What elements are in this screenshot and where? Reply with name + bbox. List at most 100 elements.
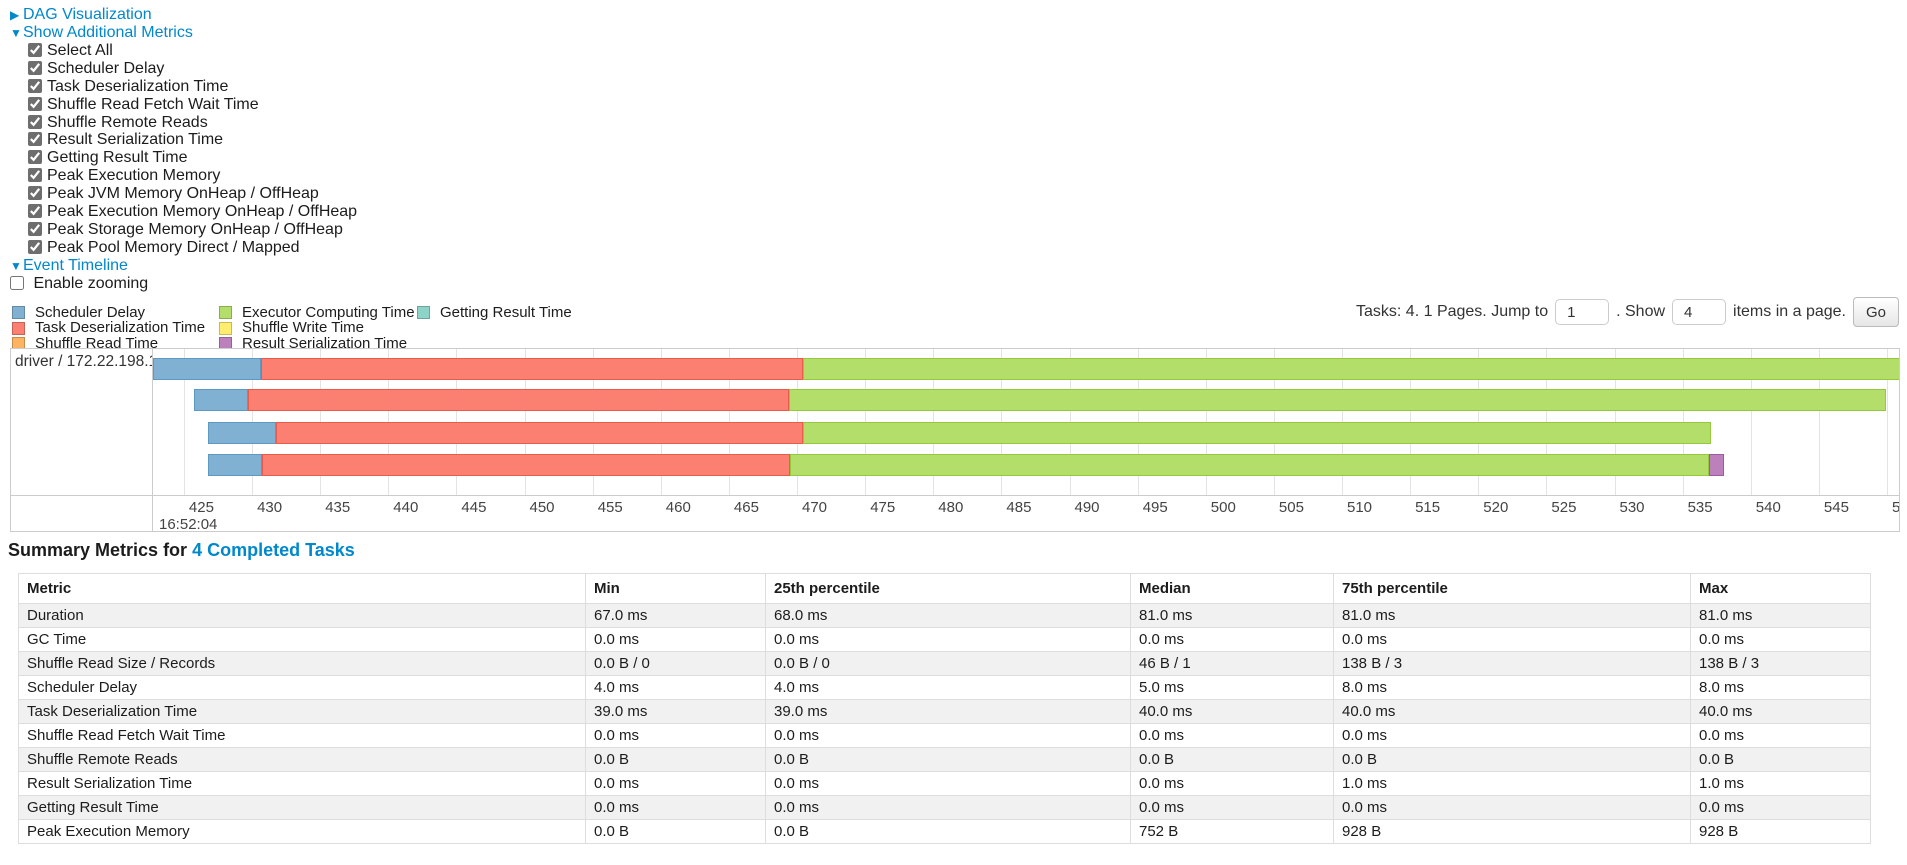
task-segment-executor-computing[interactable]	[803, 422, 1712, 444]
table-cell: 752 B	[1130, 819, 1334, 844]
metric-checkbox-label: Getting Result Time	[47, 149, 188, 167]
task-segment-task-deserialization[interactable]	[275, 422, 804, 444]
metric-checkbox-item: Result Serialization Time	[28, 131, 357, 149]
legend-item: Shuffle Write Time	[219, 320, 399, 336]
completed-tasks-link[interactable]: 4 Completed Tasks	[192, 540, 355, 560]
table-cell: 928 B	[1690, 819, 1871, 844]
table-cell: 67.0 ms	[585, 603, 766, 628]
event-timeline-label: Event Timeline	[23, 256, 128, 274]
metric-checkbox-label: Peak JVM Memory OnHeap / OffHeap	[47, 185, 319, 203]
table-cell: 0.0 ms	[1690, 627, 1871, 652]
metric-checkbox-item: Select All	[28, 42, 357, 60]
task-row	[153, 389, 1899, 411]
table-cell: 40.0 ms	[1130, 699, 1334, 724]
chevron-right-icon: ▶	[10, 8, 20, 22]
summary-metrics-table: Metric Min 25th percentile Median 75th perce…	[18, 573, 1871, 844]
legend-label: Executor Computing Time	[242, 304, 415, 321]
go-button[interactable]: Go	[1852, 297, 1899, 327]
axis-tick-label: 470	[802, 499, 828, 516]
table-cell: 0.0 B	[1690, 747, 1871, 772]
metric-checkbox[interactable]	[28, 96, 42, 111]
table-header-cell: Max	[1690, 573, 1871, 604]
metric-checkbox[interactable]	[28, 78, 42, 93]
table-cell: 0.0 ms	[585, 771, 766, 796]
task-row	[153, 422, 1899, 444]
table-cell: 0.0 B	[585, 747, 766, 772]
metric-checkbox-label: Peak Storage Memory OnHeap / OffHeap	[47, 220, 343, 238]
task-segment-task-deserialization[interactable]	[261, 454, 791, 476]
metric-checkbox[interactable]	[28, 168, 42, 183]
pagination-suffix-text: items in a page.	[1733, 303, 1846, 320]
table-cell: Task Deserialization Time	[18, 699, 586, 724]
metrics-checkbox-list: Select All Scheduler Delay Task Deserializ…	[10, 42, 357, 257]
metric-checkbox[interactable]	[28, 43, 42, 57]
task-segment-task-deserialization[interactable]	[248, 389, 789, 411]
table-row: Task Deserialization Time 39.0 ms 39.0 ms 4…	[18, 699, 1871, 724]
metric-checkbox[interactable]	[28, 204, 42, 219]
metric-checkbox-label: Select All	[47, 42, 113, 59]
items-per-page-input[interactable]	[1672, 299, 1727, 325]
metric-checkbox[interactable]	[28, 221, 42, 236]
task-segment-task-deserialization[interactable]	[260, 358, 804, 380]
task-segment-executor-computing[interactable]	[788, 389, 1886, 411]
timeline-axis	[11, 495, 1899, 531]
task-segment-executor-computing[interactable]	[790, 454, 1710, 476]
task-segment-scheduler-delay[interactable]	[193, 389, 248, 411]
table-cell: 0.0 B	[765, 819, 1131, 844]
dag-visualization-toggle[interactable]: ▶ DAG Visualization	[10, 6, 152, 23]
table-header-cell: Min	[585, 573, 766, 604]
task-pagination: Tasks: 4. 1 Pages. Jump to . Show items …	[1356, 296, 1899, 328]
task-row	[153, 358, 1899, 380]
table-cell: 928 B	[1333, 819, 1691, 844]
axis-tick-label: 550	[1892, 499, 1900, 516]
axis-tick-label: 445	[461, 499, 487, 516]
show-additional-metrics-toggle[interactable]: ▼Show Additional Metrics	[10, 24, 193, 41]
summary-metrics-heading: Summary Metrics for 4 Completed Tasks	[8, 540, 1876, 561]
table-cell: Getting Result Time	[18, 795, 586, 820]
task-segment-executor-computing[interactable]	[803, 358, 1899, 380]
metric-checkbox-label: Shuffle Read Fetch Wait Time	[47, 95, 259, 113]
table-row: Scheduler Delay 4.0 ms 4.0 ms 5.0 ms 8.0 ms 8…	[18, 675, 1871, 700]
task-segment-scheduler-delay[interactable]	[207, 422, 276, 444]
enable-zooming-checkbox[interactable]	[10, 275, 24, 290]
axis-tick-label: 465	[733, 499, 759, 516]
timeline-legend: Scheduler Delay Task Deserialization Time…	[12, 305, 590, 351]
timeline-plot	[153, 349, 1899, 495]
metric-checkbox[interactable]	[28, 186, 42, 201]
metric-checkbox[interactable]	[28, 150, 42, 165]
table-cell: 0.0 ms	[765, 795, 1131, 820]
axis-base-time: 16:52:04	[159, 516, 218, 532]
table-cell: 138 B / 3	[1690, 651, 1871, 676]
table-cell: 39.0 ms	[765, 699, 1131, 724]
pagination-mid-text: . Show	[1616, 303, 1666, 320]
table-header-cell: Metric	[18, 573, 586, 604]
metric-checkbox[interactable]	[28, 60, 42, 75]
legend-item: Scheduler Delay	[12, 305, 201, 320]
table-cell: 0.0 B	[585, 819, 766, 844]
table-cell: 40.0 ms	[1690, 699, 1871, 724]
metric-checkbox[interactable]	[28, 132, 42, 147]
axis-tick-label: 505	[1278, 499, 1304, 516]
metric-checkbox[interactable]	[28, 239, 42, 254]
axis-tick-label: 545	[1823, 499, 1849, 516]
event-timeline-toggle[interactable]: ▼Event Timeline	[10, 257, 128, 274]
axis-tick-label: 425	[188, 499, 214, 516]
table-cell: Duration	[18, 603, 586, 628]
task-segment-result-serialization[interactable]	[1709, 454, 1725, 476]
table-row: Getting Result Time 0.0 ms 0.0 ms 0.0 ms 0.0…	[18, 795, 1871, 820]
task-segment-scheduler-delay[interactable]	[153, 358, 261, 380]
dag-visualization-label: DAG Visualization	[23, 6, 152, 23]
table-cell: 0.0 B	[1333, 747, 1691, 772]
executor-label-column: driver / 172.22.198.104	[11, 349, 153, 531]
table-row: Result Serialization Time 0.0 ms 0.0 ms 0.0…	[18, 771, 1871, 796]
table-cell: 81.0 ms	[1690, 603, 1871, 628]
axis-tick-label: 510	[1347, 499, 1373, 516]
jump-to-page-input[interactable]	[1555, 299, 1610, 325]
table-cell: 0.0 ms	[765, 771, 1131, 796]
legend-swatch	[219, 306, 232, 320]
metric-checkbox-item: Peak JVM Memory OnHeap / OffHeap	[28, 185, 357, 203]
metric-checkbox[interactable]	[28, 114, 42, 129]
axis-tick-label: 485	[1006, 499, 1032, 516]
task-segment-scheduler-delay[interactable]	[207, 454, 262, 476]
